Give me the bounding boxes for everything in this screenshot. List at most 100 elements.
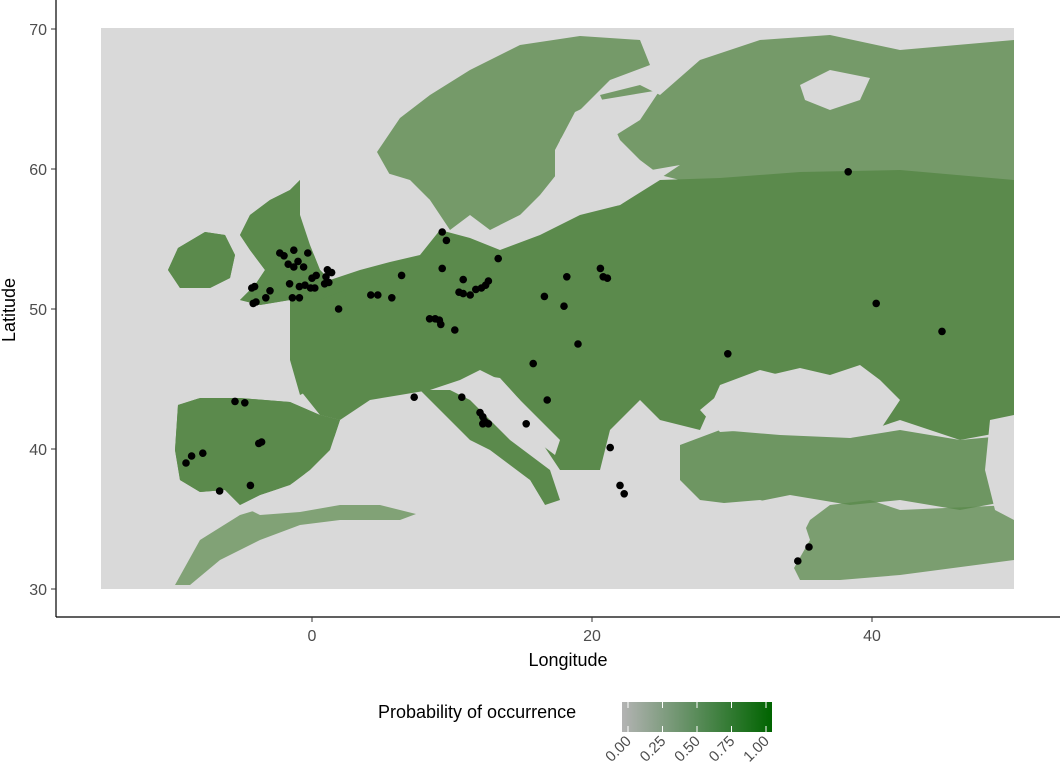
occurrence-point: [438, 228, 447, 236]
land-finland: [600, 35, 1014, 200]
y-tick-label: 30: [29, 582, 47, 599]
occurrence-point: [266, 287, 274, 295]
occurrence-point: [182, 459, 190, 467]
x-axis-title: Longitude: [528, 650, 607, 670]
occurrence-point: [311, 284, 319, 292]
caspian-sea: [985, 415, 1014, 520]
occurrence-point: [325, 278, 333, 287]
baltic-sea: [490, 90, 680, 245]
land-overlay: [168, 180, 350, 505]
occurrence-point: [844, 168, 852, 176]
x-tick-label: 40: [863, 628, 881, 645]
occurrence-point: [262, 294, 270, 302]
occurrence-point: [334, 305, 343, 313]
occurrence-point: [938, 327, 946, 336]
legend-tick-label: 1.00: [740, 733, 773, 766]
occurrence-point: [280, 252, 288, 260]
occurrence-point: [442, 236, 451, 245]
occurrence-point: [458, 393, 466, 402]
occurrence-point: [388, 294, 396, 302]
occurrence-point: [459, 275, 468, 284]
legend-tick-label: 0.75: [706, 733, 739, 766]
occurrence-point: [312, 271, 321, 280]
legend: Probability of occurrence 0.00 0.25 0.50 0.…: [378, 702, 773, 765]
occurrence-point: [215, 487, 224, 495]
bay-of-biscay: [101, 28, 380, 589]
north-sea: [300, 165, 430, 275]
land-iberia-top: [175, 398, 340, 505]
occurrence-point: [724, 350, 732, 358]
occurrence-point: [252, 298, 260, 306]
occurrence-point: [494, 254, 503, 263]
occurrence-point: [199, 449, 207, 458]
occurrence-point: [304, 249, 312, 257]
occurrence-point: [374, 291, 382, 299]
occurrence-point: [288, 294, 297, 302]
occurrence-point: [301, 281, 309, 290]
occurrence-point: [294, 257, 302, 266]
y-axis-title: Latitude: [0, 278, 19, 342]
x-axis-ticks: 0 20 40: [308, 617, 881, 645]
x-tick-label: 0: [308, 628, 317, 645]
land-scandinavia: [377, 36, 650, 230]
occurrence-point: [529, 359, 537, 368]
occurrence-point: [479, 420, 487, 428]
occurrence-point: [425, 315, 434, 323]
occurrence-point: [410, 393, 419, 402]
mediterranean-sea: [240, 410, 810, 585]
y-tick-label: 70: [29, 22, 47, 39]
occurrence-point: [794, 557, 802, 565]
occurrence-point: [290, 263, 298, 271]
water-layer: [101, 28, 1014, 589]
occurrence-point: [322, 273, 330, 281]
occurrence-point: [438, 264, 447, 273]
y-tick-label: 60: [29, 162, 47, 179]
occurrence-point: [327, 268, 336, 277]
occurrence-point: [560, 302, 568, 311]
occurrence-point: [187, 452, 196, 460]
occurrence-point: [295, 294, 304, 302]
occurrence-point: [290, 246, 298, 254]
occurrence-point: [606, 443, 614, 452]
occurrence-point: [574, 340, 582, 348]
legend-title: Probability of occurrence: [378, 702, 576, 722]
y-tick-label: 40: [29, 442, 47, 459]
occurrence-point: [241, 399, 249, 407]
land-ireland-top: [168, 232, 235, 288]
occurrence-point: [231, 397, 239, 406]
x-tick-label: 20: [583, 628, 601, 645]
occurrence-point: [257, 438, 266, 446]
occurrence-point: [484, 420, 493, 428]
black-sea: [700, 365, 900, 438]
land-anatolia: [680, 430, 1014, 510]
legend-tick-label: 0.50: [671, 733, 704, 766]
occurrence-point: [616, 481, 624, 490]
occurrence-point: [451, 326, 459, 334]
occurrence-point: [466, 291, 475, 299]
occurrence-points: [182, 168, 946, 565]
occurrence-point: [437, 320, 445, 329]
land-france-west: [290, 290, 350, 395]
occurrence-point: [522, 420, 530, 428]
occurrence-point: [540, 292, 549, 301]
occurrence-point: [397, 271, 406, 280]
adriatic-sea: [480, 375, 560, 455]
occurrence-point: [367, 291, 375, 299]
occurrence-point: [248, 284, 256, 292]
occurrence-point: [484, 277, 493, 285]
occurrence-point: [285, 280, 294, 288]
y-tick-label: 50: [29, 302, 47, 319]
legend-tick-label: 0.00: [602, 733, 635, 766]
occurrence-point: [620, 490, 628, 498]
occurrence-point: [543, 396, 551, 404]
occurrence-point: [459, 289, 468, 298]
occurrence-point: [299, 263, 308, 271]
occurrence-point: [596, 264, 605, 273]
y-axis-ticks: 30 40 50 60 70: [29, 22, 56, 599]
land-italy: [420, 390, 560, 505]
land-great-britain-top: [240, 180, 335, 305]
occurrence-point: [284, 260, 293, 269]
legend-tick-label: 0.25: [637, 733, 670, 766]
occurrence-point: [563, 273, 571, 281]
